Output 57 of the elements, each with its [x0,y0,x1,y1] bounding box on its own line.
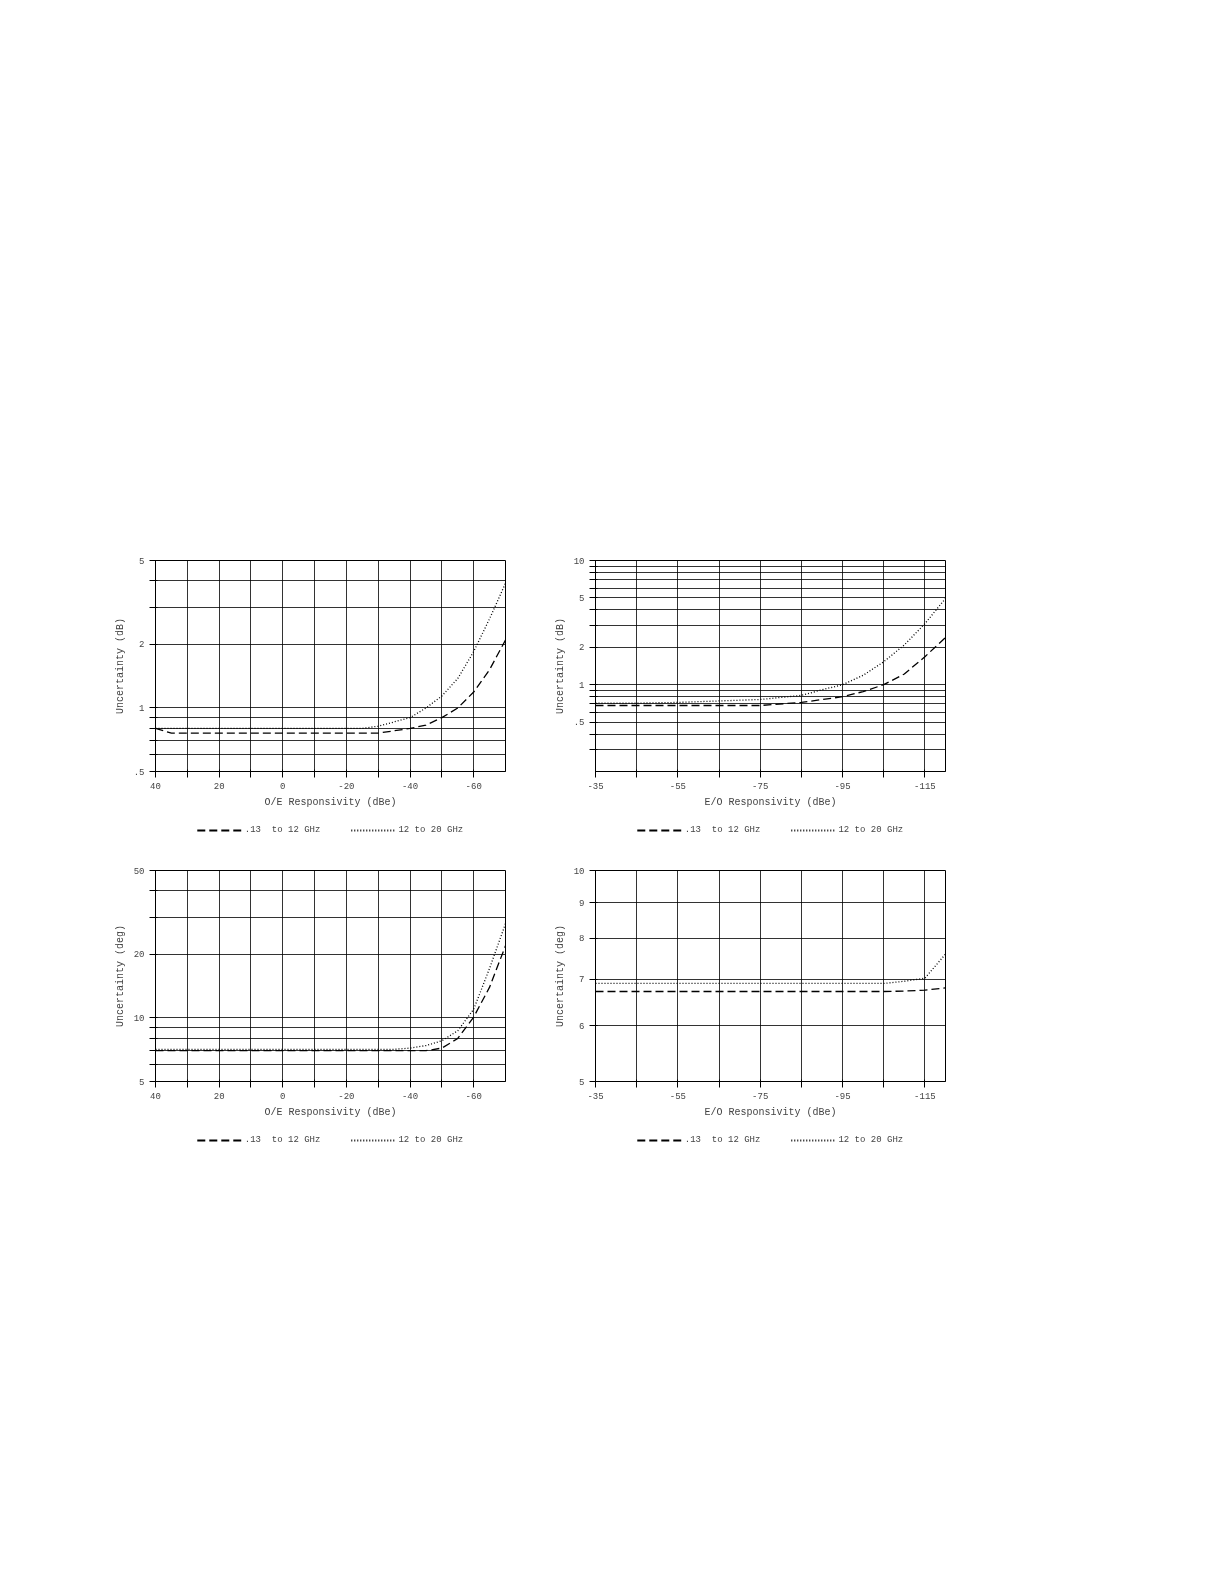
x-tick-label: 0 [280,1091,286,1102]
x-tick-label: -55 [669,1091,686,1102]
y-tick-label: 2 [139,640,145,651]
x-axis-title: E/O Responsivity (dBe) [704,1106,837,1118]
y-tick-label: 5 [139,556,145,567]
x-tick-label: -115 [914,781,936,792]
x-tick-label: -40 [401,1091,419,1102]
x-tick-label: 0 [280,781,286,792]
y-tick-label: 10 [133,1013,145,1024]
y-tick-label: 8 [579,934,585,945]
legend-label: 12 to 20 GHz [398,1135,464,1145]
x-tick-label: 20 [213,1091,225,1102]
y-tick-label: 50 [133,866,145,877]
legend-label: .13 to 12 GHz [684,825,761,835]
legend-label: 12 to 20 GHz [398,825,464,835]
x-tick-label: 40 [150,781,161,792]
x-tick-label: -20 [338,781,355,792]
y-tick-label: 5 [139,1077,145,1088]
legend-label: 12 to 20 GHz [838,825,904,835]
x-tick-label: 20 [213,781,225,792]
y-tick-label: 1 [579,680,585,691]
x-axis-title: E/O Responsivity (dBe) [704,796,837,808]
x-tick-label: -60 [465,781,482,792]
x-axis-title: O/E Responsivity (dBe) [264,1106,397,1118]
x-axis-title: O/E Responsivity (dBe) [264,796,397,808]
x-tick-label: -60 [465,1091,482,1102]
y-axis-title: Uncertainty (dB) [114,617,126,715]
y-tick-label: .5 [573,718,585,729]
y-tick-label: 10 [573,556,585,567]
x-tick-label: -75 [752,1091,769,1102]
y-tick-label: 9 [579,898,585,909]
y-tick-label: 20 [133,950,145,961]
y-tick-label: 2 [579,643,585,654]
y-tick-label: 1 [139,703,145,714]
y-tick-label: 7 [579,975,585,986]
x-tick-label: -20 [338,1091,355,1102]
y-tick-label: .5 [133,767,145,778]
y-tick-label: 6 [579,1022,585,1032]
legend-label: .13 to 12 GHz [684,1135,761,1145]
y-axis-title: Uncertainty (deg) [554,924,566,1028]
x-tick-label: -40 [401,781,419,792]
legend-label: .13 to 12 GHz [244,1135,321,1145]
legend-label: 12 to 20 GHz [838,1135,904,1145]
x-tick-label: -75 [752,781,769,792]
y-tick-label: 10 [573,866,585,877]
legend-label: .13 to 12 GHz [244,825,321,835]
x-tick-label: 40 [150,1091,161,1102]
x-tick-label: -115 [914,1091,936,1102]
y-tick-label: 5 [579,1077,585,1088]
y-axis-title: Uncertainty (dB) [554,617,566,715]
x-tick-label: -95 [834,1091,851,1102]
x-tick-label: -35 [587,781,604,792]
y-tick-label: 5 [579,593,585,604]
x-tick-label: -95 [834,781,851,792]
x-tick-label: -35 [587,1091,604,1102]
x-tick-label: -55 [669,781,686,792]
y-axis-title: Uncertainty (deg) [114,924,126,1028]
